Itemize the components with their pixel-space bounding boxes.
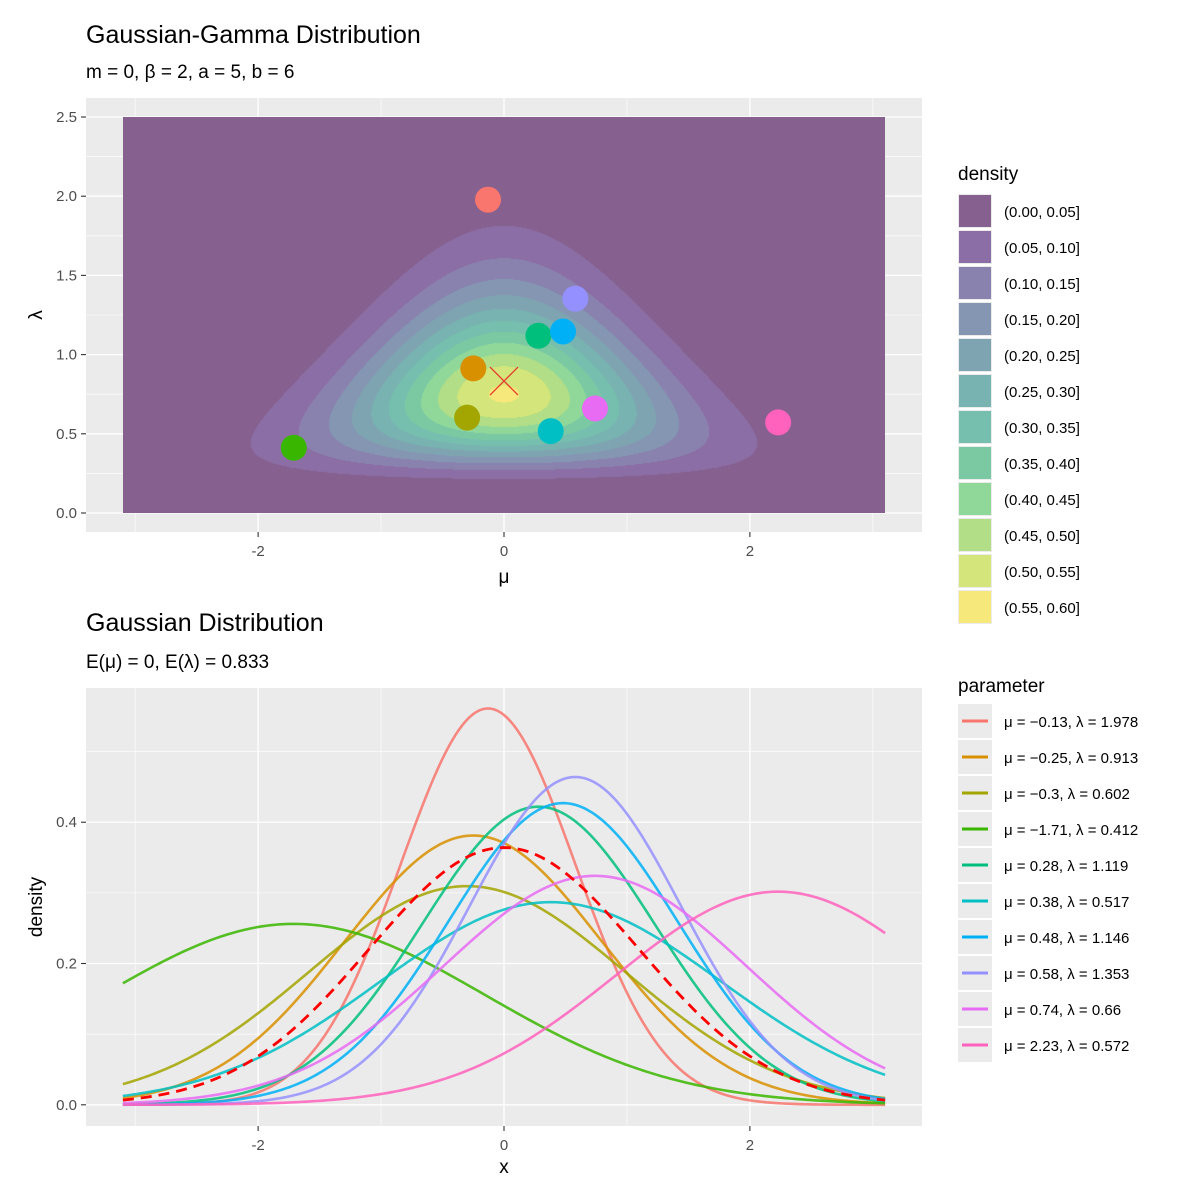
density-legend-swatch <box>959 591 991 623</box>
top-y-tick-label: 2.0 <box>56 188 77 205</box>
parameter-legend-label: μ = 0.38, λ = 0.517 <box>1004 894 1129 911</box>
density-legend-title: density <box>958 164 1019 185</box>
density-legend-swatch <box>959 447 991 479</box>
top-x-axis-label: μ <box>499 567 510 588</box>
series-curve <box>122 801 886 1106</box>
density-legend-label: (0.45, 0.50] <box>1004 528 1080 545</box>
sample-point <box>460 355 487 382</box>
series-curve <box>122 884 886 1100</box>
sample-point <box>475 186 502 213</box>
parameter-legend-label: μ = −0.13, λ = 1.978 <box>1004 714 1138 731</box>
sample-point <box>525 322 552 349</box>
density-curves <box>122 707 886 1107</box>
top-x-tick-label: -2 <box>251 543 264 560</box>
bottom-y-tick-label: 0.4 <box>56 814 77 831</box>
sample-point <box>537 418 564 445</box>
bottom-chart-subtitle: E(μ) = 0, E(λ) = 0.833 <box>86 652 269 673</box>
density-legend-label: (0.20, 0.25] <box>1004 348 1080 365</box>
bottom-y-tick-label: 0.0 <box>56 1097 77 1114</box>
top-y-tick-label: 1.5 <box>56 267 77 284</box>
bottom-y-axis-label: density <box>26 876 47 937</box>
density-legend-swatch <box>959 519 991 551</box>
density-legend-label: (0.55, 0.60] <box>1004 600 1080 617</box>
parameter-legend-label: μ = 0.48, λ = 1.146 <box>1004 930 1129 947</box>
series-curve <box>122 874 886 1105</box>
parameter-legend-label: μ = −0.3, λ = 0.602 <box>1004 786 1130 803</box>
sample-point <box>765 409 792 436</box>
density-legend-label: (0.00, 0.05] <box>1004 204 1080 221</box>
density-contour-fill <box>123 117 885 513</box>
parameter-legend-label: μ = 2.23, λ = 0.572 <box>1004 1038 1129 1055</box>
density-legend-swatch <box>959 303 991 335</box>
density-legend-label: (0.40, 0.45] <box>1004 492 1080 509</box>
top-x-axis-ticks: -2 0 2 <box>251 532 754 560</box>
density-legend-label: (0.10, 0.15] <box>1004 276 1080 293</box>
series-curve <box>122 775 886 1107</box>
density-legend-label: (0.35, 0.40] <box>1004 456 1080 473</box>
density-legend: density (0.00, 0.05] (0.05, 0.10] (0.10, 0… <box>958 164 1080 624</box>
bottom-x-axis-label: x <box>499 1157 509 1178</box>
density-legend-swatch <box>959 231 991 263</box>
sample-point <box>562 285 589 312</box>
top-y-axis-label: λ <box>26 310 47 320</box>
density-legend-swatch <box>959 267 991 299</box>
sample-point <box>581 395 608 422</box>
parameter-legend-label: μ = 0.74, λ = 0.66 <box>1004 1002 1121 1019</box>
gaussian-chart: Gaussian Distribution E(μ) = 0, E(λ) = 0… <box>26 609 922 1178</box>
density-legend-label: (0.15, 0.20] <box>1004 312 1080 329</box>
density-legend-swatch <box>959 339 991 371</box>
sample-points <box>280 186 792 461</box>
density-legend-swatch <box>959 555 991 587</box>
top-y-axis-ticks: 0.0 0.5 1.0 1.5 2.0 2.5 <box>56 109 86 522</box>
parameter-legend-label: μ = 0.58, λ = 1.353 <box>1004 966 1129 983</box>
top-x-tick-label: 2 <box>746 543 754 560</box>
series-curve <box>122 805 886 1106</box>
density-legend-keys: (0.00, 0.05] (0.05, 0.10] (0.10, 0.15] (0.1… <box>958 194 1080 624</box>
expected-point-marker <box>489 366 519 396</box>
bottom-x-axis-ticks: -2 0 2 <box>251 1126 754 1154</box>
top-chart-subtitle: m = 0, β = 2, a = 5, b = 6 <box>86 62 294 83</box>
bottom-x-tick-label: 0 <box>500 1137 508 1154</box>
top-y-tick-label: 1.0 <box>56 347 77 364</box>
top-y-tick-label: 2.5 <box>56 109 77 126</box>
density-legend-label: (0.25, 0.30] <box>1004 384 1080 401</box>
top-y-tick-label: 0.5 <box>56 426 77 443</box>
sample-point <box>550 318 577 345</box>
series-curve <box>122 922 886 1105</box>
parameter-legend-label: μ = −0.25, λ = 0.913 <box>1004 750 1138 767</box>
expected-density-curve <box>122 846 886 1102</box>
top-y-tick-label: 0.0 <box>56 505 77 522</box>
density-legend-swatch <box>959 195 991 227</box>
gaussian-gamma-chart: Gaussian-Gamma Distribution m = 0, β = 2… <box>26 21 922 588</box>
parameter-legend: parameter μ = −0.13, λ = 1.978 μ = −0.25,… <box>958 676 1138 1062</box>
parameter-legend-label: μ = −1.71, λ = 0.412 <box>1004 822 1138 839</box>
bottom-x-tick-label: 2 <box>746 1137 754 1154</box>
bottom-y-tick-label: 0.2 <box>56 956 77 973</box>
top-chart-title: Gaussian-Gamma Distribution <box>86 21 421 49</box>
density-legend-label: (0.05, 0.10] <box>1004 240 1080 257</box>
density-contours <box>123 117 885 513</box>
density-legend-swatch <box>959 411 991 443</box>
density-legend-label: (0.30, 0.35] <box>1004 420 1080 437</box>
bottom-y-axis-ticks: 0.0 0.2 0.4 <box>56 814 86 1114</box>
bottom-x-tick-label: -2 <box>251 1137 264 1154</box>
density-legend-swatch <box>959 375 991 407</box>
density-legend-label: (0.50, 0.55] <box>1004 564 1080 581</box>
series-curve <box>122 890 886 1107</box>
top-x-tick-label: 0 <box>500 543 508 560</box>
density-legend-swatch <box>959 483 991 515</box>
parameter-legend-title: parameter <box>958 676 1045 697</box>
sample-point <box>280 434 307 461</box>
series-curve <box>122 707 886 1107</box>
parameter-legend-label: μ = 0.28, λ = 1.119 <box>1004 858 1128 875</box>
bottom-chart-title: Gaussian Distribution <box>86 609 324 637</box>
sample-point <box>454 404 481 431</box>
parameter-legend-keys: μ = −0.13, λ = 1.978 μ = −0.25, λ = 0.913… <box>958 704 1138 1062</box>
